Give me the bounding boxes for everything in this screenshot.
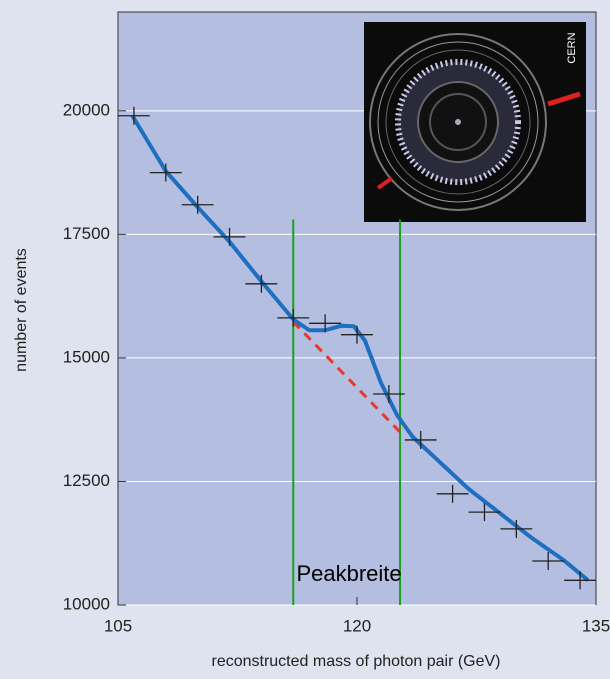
- y-tick-label: 10000: [63, 594, 110, 613]
- inset-label: CERN: [566, 32, 578, 63]
- photon-track: [376, 176, 394, 190]
- photon-track: [547, 91, 581, 107]
- y-axis-label: number of events: [13, 248, 30, 372]
- x-tick-label: 105: [104, 616, 132, 635]
- x-tick-label: 120: [343, 616, 371, 635]
- detector-ring: [385, 49, 531, 195]
- detector-core: [429, 93, 487, 151]
- fit-curve: [130, 114, 590, 582]
- x-tick-label: 135: [582, 616, 610, 635]
- detector-center: [455, 119, 461, 125]
- detector-ring: [369, 33, 547, 211]
- x-axis-label: reconstructed mass of photon pair (GeV): [211, 653, 500, 670]
- detector-ring: [377, 41, 539, 203]
- inset-image: CERN: [364, 22, 586, 222]
- y-tick-label: 17500: [63, 224, 110, 243]
- y-tick-label: 12500: [63, 471, 110, 490]
- y-tick-label: 15000: [63, 347, 110, 366]
- annotation: Peakbreite: [296, 561, 401, 586]
- y-tick-label: 20000: [63, 100, 110, 119]
